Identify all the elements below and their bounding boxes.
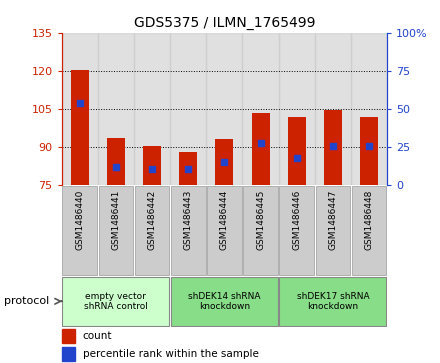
Text: shDEK14 shRNA
knockdown: shDEK14 shRNA knockdown [188, 291, 260, 311]
Bar [179, 152, 197, 185]
Text: empty vector
shRNA control: empty vector shRNA control [84, 291, 148, 311]
Text: percentile rank within the sample: percentile rank within the sample [83, 349, 259, 359]
FancyBboxPatch shape [279, 277, 386, 326]
Bar [288, 117, 306, 185]
Bar [143, 146, 161, 185]
Bar [71, 70, 89, 185]
Text: GSM1486441: GSM1486441 [111, 189, 121, 250]
FancyBboxPatch shape [352, 186, 386, 275]
Text: GSM1486440: GSM1486440 [75, 189, 84, 250]
Bar [215, 139, 234, 185]
FancyBboxPatch shape [207, 186, 242, 275]
FancyBboxPatch shape [62, 277, 169, 326]
FancyBboxPatch shape [279, 186, 314, 275]
Bar [252, 113, 270, 185]
Text: GSM1486444: GSM1486444 [220, 189, 229, 250]
Text: GSM1486447: GSM1486447 [328, 189, 337, 250]
Bar [98, 33, 134, 185]
Bar [351, 33, 387, 185]
Bar [206, 33, 242, 185]
Bar [242, 33, 279, 185]
Bar [315, 33, 351, 185]
Text: shDEK17 shRNA
knockdown: shDEK17 shRNA knockdown [297, 291, 369, 311]
Text: GSM1486443: GSM1486443 [184, 189, 193, 250]
FancyBboxPatch shape [135, 186, 169, 275]
Bar [107, 138, 125, 185]
Bar [62, 329, 75, 343]
Text: GSM1486442: GSM1486442 [147, 189, 157, 250]
Bar [62, 33, 98, 185]
FancyBboxPatch shape [99, 186, 133, 275]
Bar [324, 110, 342, 185]
Bar [134, 33, 170, 185]
Title: GDS5375 / ILMN_1765499: GDS5375 / ILMN_1765499 [134, 16, 315, 30]
Text: GSM1486448: GSM1486448 [365, 189, 374, 250]
Text: GSM1486445: GSM1486445 [256, 189, 265, 250]
FancyBboxPatch shape [243, 186, 278, 275]
FancyBboxPatch shape [62, 186, 97, 275]
Bar [62, 347, 75, 361]
Text: GSM1486446: GSM1486446 [292, 189, 301, 250]
Bar [279, 33, 315, 185]
Bar [170, 33, 206, 185]
FancyBboxPatch shape [171, 277, 278, 326]
Text: count: count [83, 331, 112, 341]
Text: protocol: protocol [4, 296, 50, 306]
FancyBboxPatch shape [171, 186, 205, 275]
FancyBboxPatch shape [315, 186, 350, 275]
Bar [360, 117, 378, 185]
